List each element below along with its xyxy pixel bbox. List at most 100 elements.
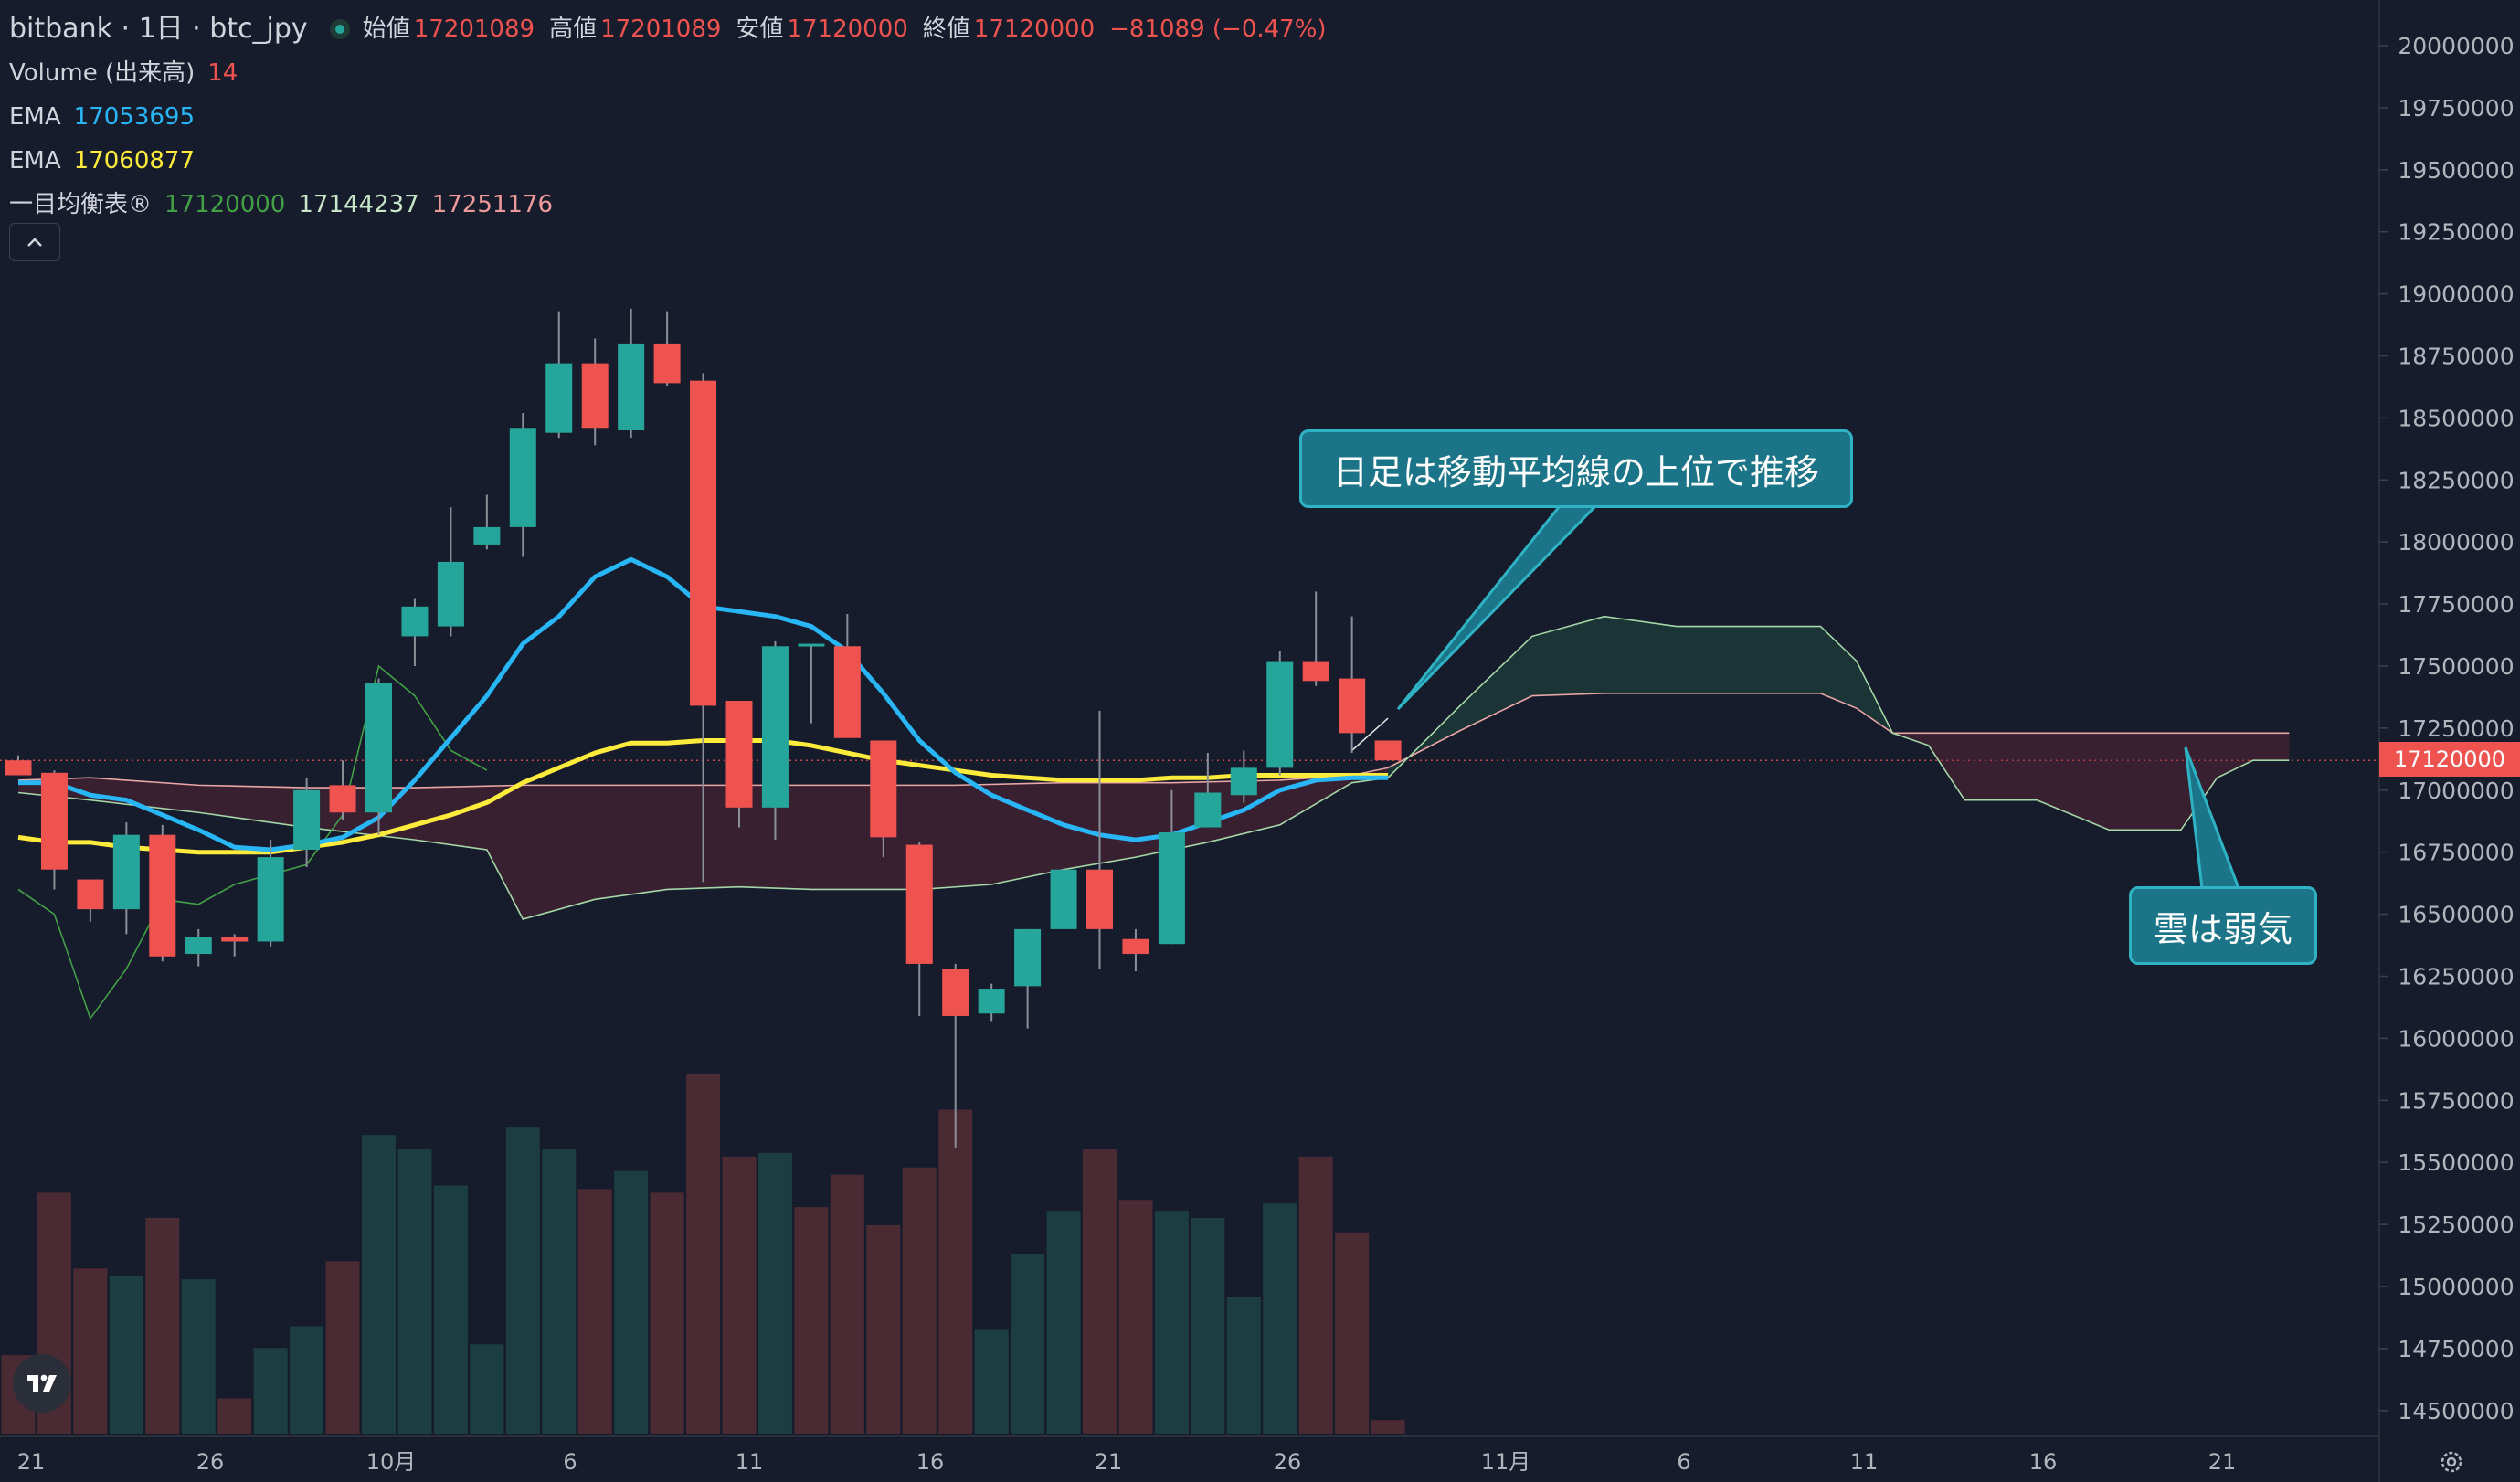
candle-body xyxy=(942,969,969,1016)
legend-ema1-row[interactable]: EMA 17053695 xyxy=(9,95,1341,139)
legend-ema2-row[interactable]: EMA 17060877 xyxy=(9,139,1341,183)
candle-body xyxy=(833,646,861,738)
volume-bar xyxy=(830,1174,864,1434)
volume-bar xyxy=(470,1344,504,1434)
volume-bar xyxy=(938,1109,973,1434)
volume-bar xyxy=(290,1326,324,1434)
time-axis-label: 26 xyxy=(1274,1449,1302,1475)
price-axis-label: 19750000 xyxy=(2398,95,2514,122)
volume-bar xyxy=(1371,1420,1405,1434)
kijun-sen xyxy=(1351,717,1389,751)
high-label: 高値 xyxy=(549,16,598,43)
candle-body xyxy=(112,834,140,910)
ema2-label: EMA xyxy=(9,147,61,175)
volume-bar xyxy=(505,1127,540,1434)
candle-body xyxy=(437,561,464,627)
time-axis-label: 6 xyxy=(563,1449,577,1475)
candle-body xyxy=(978,989,1005,1014)
volume-bar xyxy=(181,1279,216,1434)
candle-body xyxy=(40,772,68,870)
callout-trend: 日足は移動平均線の上位で推移 xyxy=(1299,429,1853,508)
callout-cloud: 雲は弱気 xyxy=(2129,886,2317,965)
candle-body xyxy=(1050,869,1077,929)
candle-body xyxy=(293,789,321,850)
candle-body xyxy=(5,760,32,776)
legend-volume-row[interactable]: Volume (出来高) 14 xyxy=(9,51,1341,95)
volume-bar xyxy=(1046,1211,1081,1434)
price-axis-label: 17000000 xyxy=(2398,778,2514,804)
price-axis-label: 16000000 xyxy=(2398,1025,2514,1052)
price-axis-label: 14500000 xyxy=(2398,1398,2514,1424)
time-axis-label: 21 xyxy=(2208,1449,2237,1475)
tradingview-logo-icon[interactable] xyxy=(13,1354,71,1413)
volume-bar xyxy=(217,1398,252,1434)
price-axis-label: 18500000 xyxy=(2398,405,2514,431)
volume-bar xyxy=(974,1329,1009,1434)
candle-body xyxy=(1266,661,1294,768)
volume-bar xyxy=(542,1149,577,1434)
candlesticks xyxy=(5,308,1402,1148)
chart-title[interactable]: bitbank · 1日 · btc_jpy xyxy=(9,13,308,45)
gear-icon[interactable] xyxy=(2435,1445,2468,1478)
volume-bar xyxy=(1118,1200,1153,1434)
candle-body xyxy=(618,343,645,430)
candle-body xyxy=(473,526,501,545)
collapse-legend-button[interactable] xyxy=(9,223,60,261)
close-value: 17120000 xyxy=(973,16,1096,43)
low-value: 17120000 xyxy=(787,16,908,43)
ichimoku-value-1: 17120000 xyxy=(164,191,286,218)
callout-cloud-text: 雲は弱気 xyxy=(2153,908,2292,949)
low-label: 安値 xyxy=(736,16,784,43)
price-axis-label: 18000000 xyxy=(2398,529,2514,556)
candle-body xyxy=(1339,678,1366,734)
price-axis-label: 15000000 xyxy=(2398,1274,2514,1300)
candle-body xyxy=(581,363,609,429)
price-axis-label: 19000000 xyxy=(2398,281,2514,308)
price-axis-label: 18250000 xyxy=(2398,467,2514,493)
ema1-value: 17053695 xyxy=(73,103,195,131)
volume-bar xyxy=(650,1192,684,1434)
volume-bar xyxy=(253,1348,288,1434)
candle-body xyxy=(653,343,681,384)
time-axis-label: 6 xyxy=(1677,1449,1690,1475)
volume-bar xyxy=(686,1074,721,1434)
volume-bar xyxy=(614,1170,649,1434)
time-axis-label: 11 xyxy=(736,1449,764,1475)
close-label: 終値 xyxy=(922,16,970,43)
legend-ichimoku-row[interactable]: 一目均衡表® 17120000 17144237 17251176 xyxy=(9,183,1341,227)
candle-body xyxy=(401,606,429,637)
volume-bar xyxy=(866,1224,901,1434)
open-value: 17201089 xyxy=(413,16,535,43)
ichimoku-label: 一目均衡表® xyxy=(9,191,153,218)
ichimoku-cloud xyxy=(17,615,2290,920)
candle-body xyxy=(185,937,212,955)
price-axis-label: 16500000 xyxy=(2398,902,2514,928)
ema1-label: EMA xyxy=(9,103,61,131)
volume-bar xyxy=(109,1276,143,1434)
candle-body xyxy=(1230,767,1257,796)
candle-body xyxy=(1158,831,1185,945)
candle-body xyxy=(1014,928,1042,987)
market-status-icon xyxy=(329,19,350,39)
ichimoku-value-2: 17144237 xyxy=(298,191,419,218)
volume-value: 14 xyxy=(207,59,238,87)
volume-bar xyxy=(433,1185,468,1434)
volume-bars xyxy=(1,1074,1405,1434)
time-axis-label: 11月 xyxy=(1481,1449,1531,1475)
candle-body xyxy=(1374,740,1402,761)
volume-bar xyxy=(1154,1211,1189,1434)
candle-body xyxy=(725,701,753,808)
volume-bar xyxy=(1083,1149,1117,1434)
candle-body xyxy=(798,643,825,647)
price-axis-label: 17500000 xyxy=(2398,653,2514,680)
volume-bar xyxy=(1226,1297,1261,1434)
candle-body xyxy=(1302,661,1329,682)
candle-body xyxy=(870,740,897,838)
candle-body xyxy=(509,428,536,527)
current-price-value: 17120000 xyxy=(2393,746,2506,772)
candle-body xyxy=(149,834,176,957)
price-axis-label: 17250000 xyxy=(2398,715,2514,742)
volume-bar xyxy=(1335,1232,1370,1434)
time-axis-label: 10月 xyxy=(366,1449,417,1475)
